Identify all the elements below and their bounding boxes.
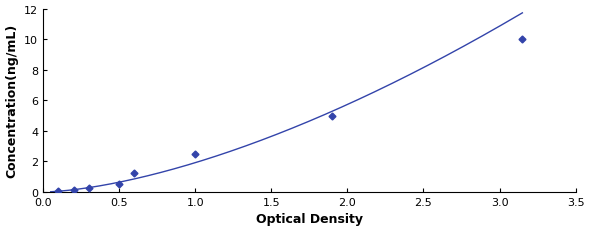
Y-axis label: Concentration(ng/mL): Concentration(ng/mL) [5,24,18,178]
X-axis label: Optical Density: Optical Density [256,213,363,225]
